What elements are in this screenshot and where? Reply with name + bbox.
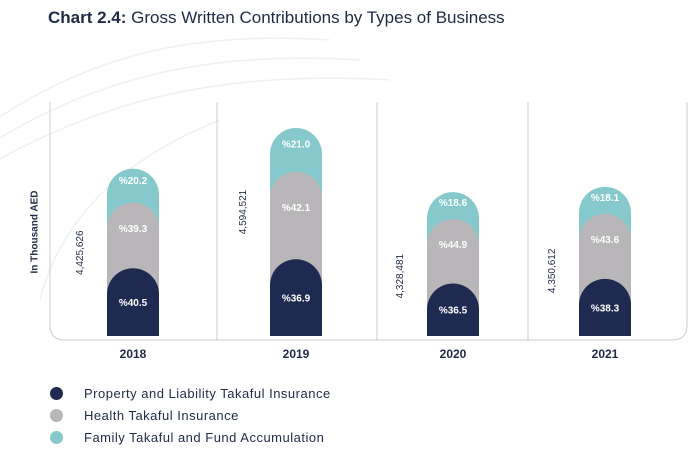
data-label-property-and-liability-takaful-insurance-2018: %40.5 (119, 298, 148, 309)
x-tick-label-2020: 2020 (440, 347, 467, 361)
bar-segment-health-takaful-insurance-2018 (107, 202, 159, 292)
background-decoration (0, 37, 391, 301)
bar-group-2019: %36.9 %42.1 %21.0 (270, 128, 322, 336)
legend-item-family-takaful-and-fund-accumulation: Family Takaful and Fund Accumulation (50, 426, 331, 448)
bar-segment-property-and-liability-takaful-insurance-2020 (427, 283, 479, 336)
legend-swatch-family-takaful-and-fund-accumulation (50, 430, 63, 444)
total-label-2020: 4,328,481 (395, 253, 406, 298)
bar-group-2021: %38.3 %43.6 %18.1 (579, 186, 631, 336)
data-label-family-takaful-and-fund-accumulation-2020: %18.6 (439, 198, 468, 209)
chart-title-prefix: Chart 2.4: (48, 8, 127, 27)
x-tick-label-2021: 2021 (592, 347, 619, 361)
data-label-family-takaful-and-fund-accumulation-2018: %20.2 (119, 176, 148, 187)
background-curve (0, 77, 391, 160)
data-label-property-and-liability-takaful-insurance-2021: %38.3 (591, 303, 620, 314)
legend-label: Family Takaful and Fund Accumulation (84, 429, 325, 445)
bar-group-2018: %40.5 %39.3 %20.2 (107, 168, 159, 336)
bar-segment-property-and-liability-takaful-insurance-2019 (270, 259, 322, 336)
legend-swatch-health-takaful-insurance (50, 408, 63, 422)
legend-item-property-and-liability-takaful-insurance: Property and Liability Takaful Insurance (50, 382, 331, 404)
plot-frame (49, 102, 688, 341)
data-label-family-takaful-and-fund-accumulation-2019: %21.0 (282, 140, 311, 151)
total-label-2019: 4,594,521 (238, 189, 249, 234)
legend: Property and Liability Takaful Insurance… (50, 382, 331, 448)
total-label-2018: 4,425,626 (75, 230, 86, 275)
plot-columns (49, 102, 688, 341)
data-label-health-takaful-insurance-2019: %42.1 (282, 203, 311, 214)
bar-segment-health-takaful-insurance-2019 (270, 171, 322, 283)
legend-swatch-property-and-liability-takaful-insurance (50, 386, 63, 400)
background-curve (0, 37, 331, 118)
total-label-2021: 4,350,612 (547, 248, 558, 293)
x-tick-label-2019: 2019 (283, 347, 310, 361)
bar-segment-property-and-liability-takaful-insurance-2021 (579, 278, 631, 336)
bar-segment-health-takaful-insurance-2020 (427, 218, 479, 307)
data-label-property-and-liability-takaful-insurance-2019: %36.9 (282, 294, 311, 305)
data-label-health-takaful-insurance-2021: %43.6 (591, 235, 620, 246)
legend-label: Health Takaful Insurance (84, 407, 239, 423)
chart-title-text: Gross Written Contributions by Types of … (126, 8, 505, 27)
legend-item-health-takaful-insurance: Health Takaful Insurance (50, 404, 331, 426)
legend-label: Property and Liability Takaful Insurance (84, 385, 331, 401)
data-label-property-and-liability-takaful-insurance-2020: %36.5 (439, 306, 468, 317)
chart-title: Chart 2.4: Gross Written Contributions b… (48, 8, 505, 28)
background-curve (0, 57, 361, 139)
x-tick-label-2018: 2018 (120, 347, 147, 361)
bar-segment-property-and-liability-takaful-insurance-2018 (107, 268, 159, 336)
bar-segment-health-takaful-insurance-2021 (579, 213, 631, 303)
bar-group-2020: %36.5 %44.9 %18.6 (427, 192, 479, 336)
data-label-family-takaful-and-fund-accumulation-2021: %18.1 (591, 193, 620, 204)
data-label-health-takaful-insurance-2020: %44.9 (439, 240, 468, 251)
y-axis-label: In Thousand AED (29, 190, 41, 274)
data-label-health-takaful-insurance-2018: %39.3 (119, 224, 148, 235)
